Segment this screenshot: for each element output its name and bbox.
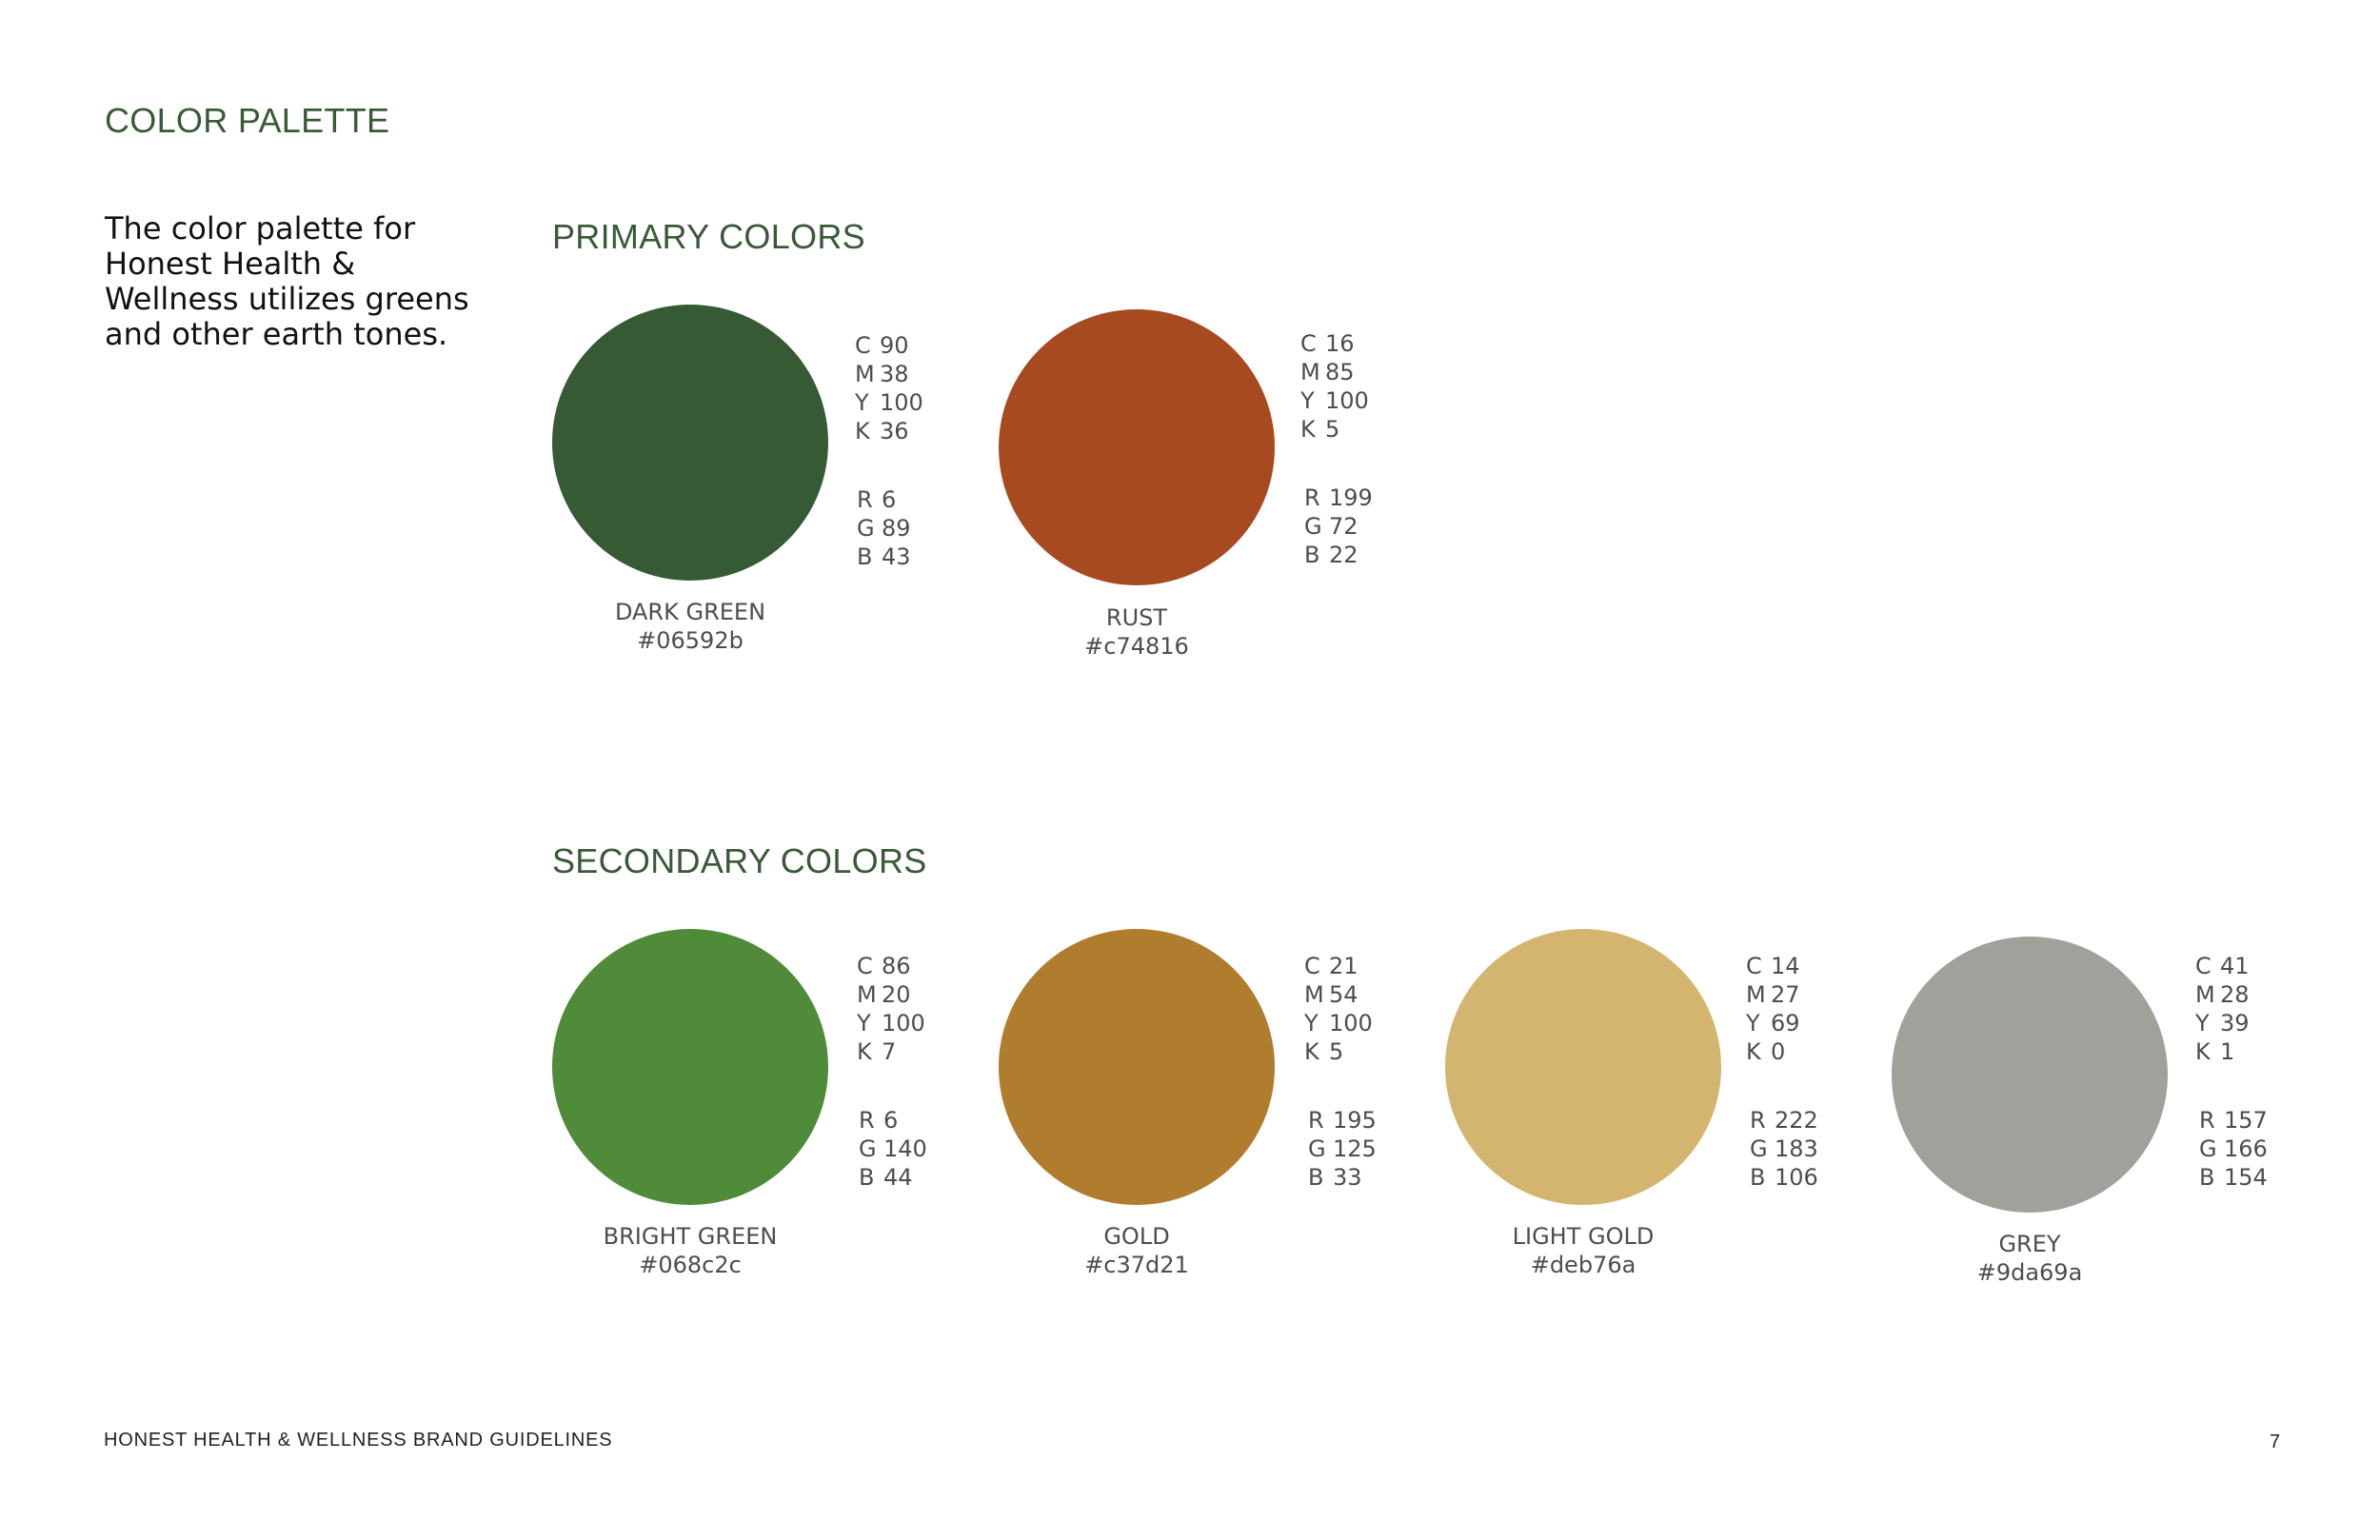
page-number: 7 <box>2270 1431 2281 1452</box>
swatch-caption: RUST #c74816 <box>984 603 1289 661</box>
swatch-caption: LIGHT GOLD #deb76a <box>1431 1222 1735 1279</box>
swatch-caption: DARK GREEN #06592b <box>538 598 843 655</box>
swatch-name: RUST <box>1105 604 1168 631</box>
rgb-values: R 195 G 125 B 33 <box>1308 1107 1377 1191</box>
intro-text: The color palette for Honest Health & We… <box>105 210 469 352</box>
swatch-hex: #c74816 <box>1084 633 1189 660</box>
secondary-colors-heading: SECONDARY COLORS <box>552 841 927 880</box>
swatch-hex: #deb76a <box>1530 1252 1636 1278</box>
swatch-caption: BRIGHT GREEN #068c2c <box>538 1222 843 1279</box>
swatch-hex: #06592b <box>637 627 744 654</box>
color-circle <box>1445 929 1721 1205</box>
swatch-caption: GOLD #c37d21 <box>984 1222 1289 1279</box>
swatch-caption: GREY #9da69a <box>1877 1230 2182 1287</box>
rgb-values: R 199 G 72 B 22 <box>1304 484 1373 568</box>
swatch-name: DARK GREEN <box>614 599 766 625</box>
swatch-name: GREY <box>1998 1231 2061 1257</box>
swatch-name: LIGHT GOLD <box>1512 1223 1655 1250</box>
cmyk-values: C 90 M 38 Y 100 K 36 <box>855 332 923 444</box>
swatch-hex: #068c2c <box>639 1252 742 1278</box>
swatch-hex: #c37d21 <box>1084 1252 1189 1278</box>
color-circle <box>552 305 828 581</box>
swatch-name: GOLD <box>1103 1223 1170 1250</box>
color-circle <box>552 929 828 1205</box>
rgb-values: R 157 G 166 B 154 <box>2199 1107 2268 1191</box>
primary-colors-heading: PRIMARY COLORS <box>552 217 865 256</box>
swatch-name: BRIGHT GREEN <box>603 1223 778 1250</box>
swatch-hex: #9da69a <box>1976 1259 2083 1286</box>
color-circle <box>999 929 1275 1205</box>
color-circle <box>1892 937 2168 1213</box>
page-title: COLOR PALETTE <box>105 101 390 140</box>
footer-brand: HONEST HEALTH & WELLNESS BRAND GUIDELINE… <box>104 1430 613 1451</box>
color-circle <box>999 309 1275 585</box>
rgb-values: R 222 G 183 B 106 <box>1750 1107 1818 1191</box>
